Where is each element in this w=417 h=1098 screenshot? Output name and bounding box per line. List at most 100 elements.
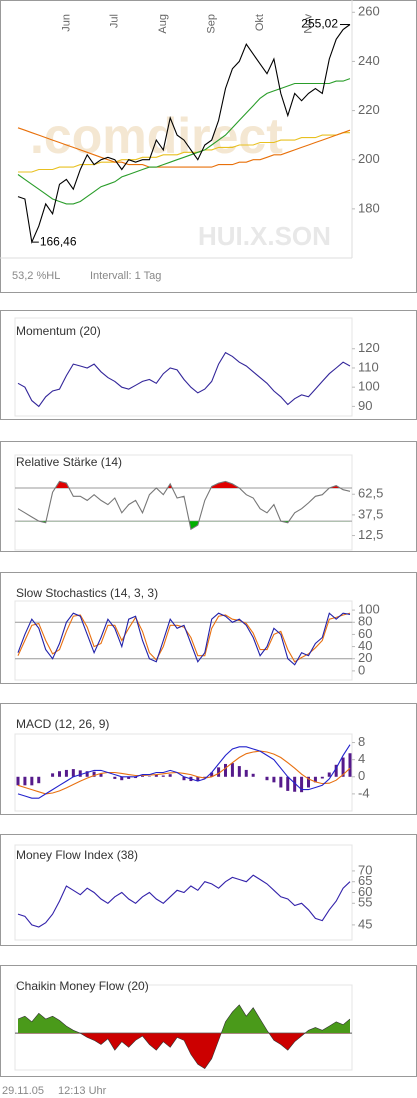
y-tick-label: 70 — [358, 862, 372, 877]
date: 29.11.05 — [2, 1085, 44, 1097]
panel-title: Relative Stärke (14) — [16, 455, 122, 469]
histogram-bar — [120, 776, 124, 781]
y-tick-label: 90 — [358, 398, 372, 413]
y-tick-label: 100 — [358, 602, 380, 617]
histogram-bar — [85, 771, 89, 777]
annotation-label: 255,02 — [301, 17, 338, 31]
histogram-bar — [154, 774, 158, 777]
symbol-watermark: HUI.X.SON — [198, 221, 331, 251]
y-tick-label: 45 — [358, 916, 372, 931]
series-line — [17, 612, 351, 663]
histogram-bar — [224, 763, 227, 777]
panel-footer: 53,2 %HL — [12, 270, 60, 282]
histogram-bar — [244, 769, 248, 777]
histogram-bar — [71, 769, 75, 777]
histogram-bar — [320, 776, 324, 779]
negative-area — [18, 1033, 350, 1069]
histogram-bar — [251, 773, 255, 777]
histogram-bar — [217, 767, 221, 777]
histogram-bar — [58, 771, 61, 777]
series-line — [17, 750, 351, 795]
series-line — [17, 24, 351, 245]
histogram-bar — [237, 766, 241, 777]
y-tick-label: 12,5 — [358, 527, 383, 542]
histogram-bar — [168, 774, 172, 777]
histogram-bar — [334, 764, 338, 777]
histogram-bar — [265, 776, 269, 781]
y-tick-label: -4 — [358, 785, 370, 800]
histogram-bar — [313, 776, 317, 783]
x-tick-label: Jun — [60, 14, 72, 32]
y-tick-label: 62,5 — [358, 486, 383, 501]
histogram-bar — [327, 772, 331, 777]
histogram-bar — [113, 776, 117, 779]
panel-title: Money Flow Index (38) — [16, 848, 138, 862]
time: 12:13 Uhr — [58, 1085, 107, 1097]
histogram-bar — [51, 773, 55, 777]
y-tick-label: 65 — [358, 873, 372, 888]
plot-frame — [14, 984, 353, 1071]
panel-footer: Intervall: 1 Tag — [90, 270, 161, 282]
plot-frame — [14, 733, 353, 812]
histogram-bar — [286, 776, 290, 791]
histogram-bar — [210, 772, 214, 777]
histogram-bar — [134, 776, 138, 779]
plot-frame — [14, 600, 353, 681]
y-tick-label: 55 — [358, 895, 372, 910]
histogram-bar — [307, 776, 310, 788]
histogram-bar — [348, 753, 352, 777]
x-tick-label: Aug — [157, 14, 169, 34]
histogram-bar — [30, 776, 34, 786]
positive-area — [18, 1004, 350, 1034]
x-tick-label: Sep — [206, 14, 218, 34]
y-tick-label: 37,5 — [358, 506, 383, 521]
series-line — [17, 612, 351, 666]
y-tick-label: 180 — [358, 200, 380, 215]
annotation-label: 166,46 — [40, 234, 77, 248]
x-tick-label: Jul — [109, 14, 121, 28]
panel-title: Chaikin Money Flow (20) — [16, 979, 149, 993]
histogram-bar — [78, 770, 82, 777]
histogram-bar — [196, 776, 200, 782]
oversold-fill — [18, 521, 350, 530]
panel-title: MACD (12, 26, 9) — [16, 717, 109, 731]
series-line — [17, 744, 351, 799]
histogram-bar — [16, 776, 20, 786]
x-tick-label: Okt — [254, 14, 266, 31]
series-line — [17, 351, 351, 408]
histogram-bar — [182, 776, 186, 781]
series-line — [17, 480, 351, 531]
y-tick-label: 200 — [358, 151, 380, 166]
y-tick-label: 60 — [358, 626, 372, 641]
y-tick-label: 240 — [358, 53, 380, 68]
histogram-bar — [203, 776, 207, 778]
y-tick-label: 80 — [358, 614, 372, 629]
x-tick-label: Nov — [302, 14, 314, 34]
y-tick-label: 110 — [358, 359, 379, 374]
panel-title: Slow Stochastics (14, 3, 3) — [16, 586, 158, 600]
y-tick-label: 100 — [358, 379, 380, 394]
y-tick-label: 120 — [358, 340, 380, 355]
plot-frame — [14, 317, 353, 417]
histogram-bar — [300, 776, 304, 793]
histogram-bar — [230, 763, 234, 777]
histogram-bar — [161, 775, 165, 777]
series-line — [17, 1004, 351, 1070]
histogram-bar — [279, 776, 283, 788]
y-tick-label: 40 — [358, 638, 372, 653]
histogram-bar — [92, 771, 96, 777]
series-line — [18, 132, 350, 173]
histogram-bar — [341, 757, 345, 777]
y-tick-label: 0 — [358, 768, 365, 783]
histogram-bar — [37, 776, 41, 784]
histogram-bar — [127, 776, 131, 779]
y-tick-label: 8 — [358, 734, 365, 749]
y-tick-label: 20 — [358, 650, 372, 665]
overbought-fill — [18, 481, 350, 489]
histogram-bar — [64, 769, 68, 777]
y-tick-label: 260 — [358, 4, 380, 19]
y-tick-label: 0 — [358, 662, 365, 677]
histogram-bar — [99, 773, 103, 777]
